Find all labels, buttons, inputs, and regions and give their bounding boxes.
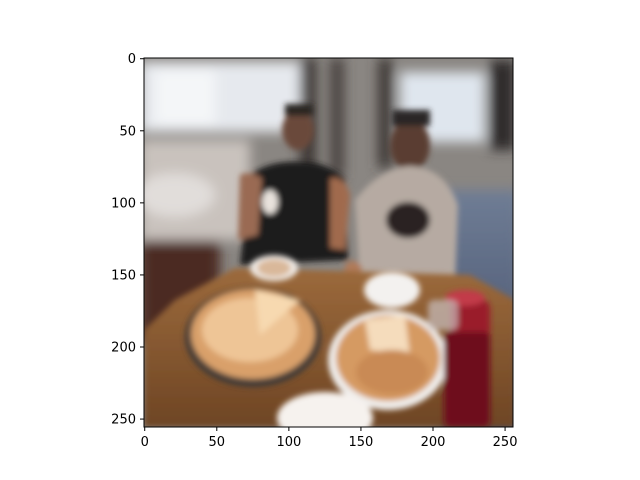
x-tick-label: 0 xyxy=(141,435,149,450)
photo-image xyxy=(144,58,513,427)
x-tick-label: 150 xyxy=(349,435,374,450)
x-tick-label: 50 xyxy=(209,435,226,450)
x-tick-label: 250 xyxy=(493,435,518,450)
y-tick-label: 0 xyxy=(128,52,136,67)
x-axis: 0 50 100 150 200 250 xyxy=(141,427,518,450)
y-tick-label: 150 xyxy=(111,268,136,283)
x-tick-label: 200 xyxy=(421,435,446,450)
y-tick-label: 100 xyxy=(111,196,136,211)
y-tick-label: 200 xyxy=(111,341,136,356)
y-tick-label: 50 xyxy=(119,124,136,139)
axes-frame xyxy=(143,57,514,428)
x-tick-label: 100 xyxy=(276,435,301,450)
y-axis: 0 50 100 150 200 250 xyxy=(111,52,144,428)
y-tick-label: 250 xyxy=(111,413,136,428)
